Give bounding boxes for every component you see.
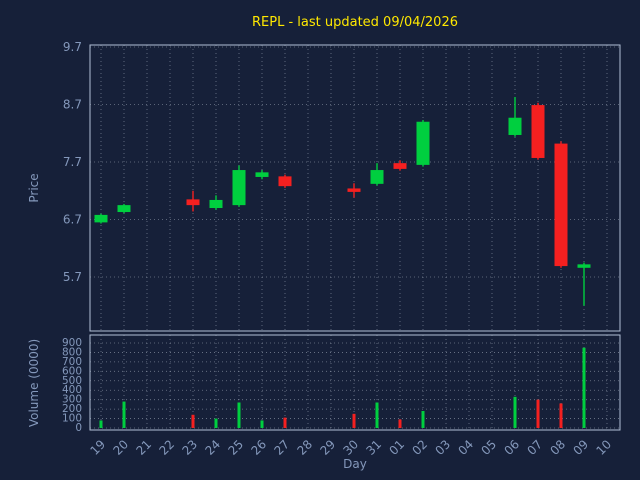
volume-tick-label: 800	[62, 346, 82, 358]
candle-body-up	[577, 264, 591, 268]
candle-body-up	[255, 172, 269, 177]
volume-bar-up	[582, 347, 586, 428]
axes-frame-layer	[89, 44, 621, 431]
volume-bar-up	[375, 402, 379, 428]
volume-tick-label: 0	[75, 422, 82, 434]
volume-bar-down	[352, 413, 356, 428]
volume-bars-layer	[99, 347, 586, 428]
candle-body-up	[209, 199, 223, 208]
volume-bar-up	[237, 402, 241, 428]
volume-axis-label: Volume (0000)	[27, 339, 41, 427]
volume-bar-up	[214, 418, 218, 428]
candle-body-down	[393, 163, 407, 169]
volume-panel-frame	[89, 334, 621, 431]
volume-bar-up	[260, 420, 264, 428]
candle-body-up	[370, 170, 384, 184]
price-panel-frame	[89, 44, 621, 332]
volume-bar-down	[536, 399, 540, 428]
price-tick-label: 9.7	[63, 40, 82, 54]
candle-body-up	[508, 117, 522, 135]
volume-tick-label: 500	[62, 375, 82, 387]
volume-bar-down	[398, 419, 402, 428]
volume-bar-down	[559, 403, 563, 428]
candle-body-up	[232, 170, 246, 206]
candle-body-up	[94, 214, 108, 223]
volume-tick-label: 700	[62, 356, 82, 368]
candles-layer	[94, 97, 591, 306]
candle-body-down	[531, 105, 545, 158]
volume-bar-up	[99, 420, 103, 428]
candle-body-down	[186, 199, 200, 206]
candle-body-up	[416, 121, 430, 165]
volume-bar-down	[283, 417, 287, 428]
candle-body-down	[278, 176, 292, 187]
price-tick-label: 7.7	[63, 155, 82, 169]
price-tick-label: 6.7	[63, 213, 82, 227]
volume-tick-label: 100	[62, 413, 82, 425]
volume-tick-label: 400	[62, 384, 82, 396]
volume-bar-up	[122, 401, 126, 428]
candle-body-down	[554, 143, 568, 267]
volume-tick-label: 200	[62, 403, 82, 415]
candle-body-down	[347, 188, 361, 192]
volume-tick-label: 300	[62, 394, 82, 406]
price-tick-label: 5.7	[63, 270, 82, 284]
volume-bar-up	[421, 411, 425, 428]
price-axis-label: Price	[27, 173, 41, 202]
volume-bar-down	[191, 414, 195, 428]
chart-title: REPL - last updated 09/04/2026	[252, 15, 458, 30]
volume-bar-up	[513, 396, 517, 428]
volume-tick-label: 900	[62, 337, 82, 349]
price-tick-label: 8.7	[63, 98, 82, 112]
candle-body-up	[117, 205, 131, 213]
volume-tick-label: 600	[62, 365, 82, 377]
x-axis-label: Day	[343, 457, 367, 471]
